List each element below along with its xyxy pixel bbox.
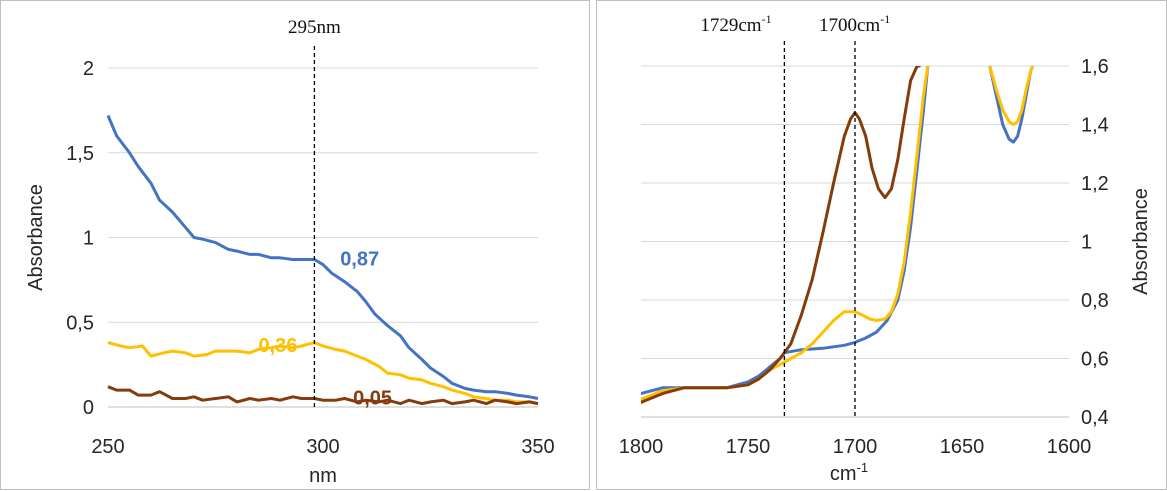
marker-label: 1729cm-1: [700, 12, 771, 36]
data-label: 0,36: [259, 335, 298, 357]
y-axis-title: Absorbance: [1130, 188, 1152, 295]
marker-label: 1700cm-1: [819, 12, 890, 36]
x-tick-label: 250: [91, 436, 124, 458]
y-tick-label: 0,6: [1081, 349, 1109, 371]
x-axis-title: cm-1: [830, 460, 868, 485]
marker-label-superscript: -1: [762, 12, 772, 26]
marker-label-superscript: -1: [880, 12, 890, 26]
x-tick-label: 1600: [1047, 436, 1092, 458]
y-tick-label: 0,5: [66, 312, 94, 334]
y-tick-label: 1: [83, 228, 94, 250]
x-tick-label: 1650: [940, 436, 985, 458]
series-group: [641, 66, 1035, 404]
marker-label: 295nm: [288, 17, 341, 38]
series-line-1-segment-1: [988, 66, 1035, 126]
y-tick-label: 1,6: [1081, 56, 1109, 78]
y-tick-label: 2: [83, 58, 94, 80]
x-axis-title: nm: [309, 465, 337, 487]
y-tick-label: 1,4: [1081, 115, 1109, 137]
x-tick-label: 300: [306, 436, 339, 458]
y-axis-title: Absorbance: [25, 184, 47, 291]
marker-label-base: 1729cm: [700, 15, 761, 36]
data-label: 0,05: [353, 388, 392, 410]
series-line-0-segment-1: [988, 66, 1035, 144]
chart-panel-left: 0 0,5 1 1,5 2 250 300 350 nm Absorbance 295nm 0,87 0…: [0, 0, 590, 490]
series-line-2: [107, 385, 539, 406]
series-line-1: [107, 341, 539, 406]
ftir-chart: 0,4 0,6 0,8 1 1,2 1,4 1,6 1800 1750 1700 1650 1600 c…: [619, 12, 1152, 485]
x-tick-label: 1750: [726, 436, 771, 458]
x-axis-title-base: cm: [830, 463, 857, 485]
y-tick-label: 1,2: [1081, 173, 1109, 195]
data-label: 0,87: [340, 249, 379, 271]
x-tick-label: 1700: [833, 436, 878, 458]
y-tick-label: 1: [1081, 232, 1092, 254]
chart-panel-right: 0,4 0,6 0,8 1 1,2 1,4 1,6 1800 1750 1700 1650 1600 c…: [596, 0, 1167, 490]
y-tick-label: 0,4: [1081, 407, 1109, 429]
series-line-2-segment-0: [641, 66, 921, 404]
series-line-0: [106, 114, 539, 400]
marker-label-base: 1700cm: [819, 15, 880, 36]
y-tick-label: 0: [83, 397, 94, 419]
x-tick-label: 350: [521, 436, 554, 458]
uv-vis-chart: 0 0,5 1 1,5 2 250 300 350 nm Absorbance 295nm 0,87 0…: [25, 17, 555, 487]
x-tick-label: 1800: [619, 436, 664, 458]
y-tick-label: 1,5: [66, 143, 94, 165]
y-tick-label: 0,8: [1081, 290, 1109, 312]
x-axis-title-superscript: -1: [857, 460, 869, 475]
